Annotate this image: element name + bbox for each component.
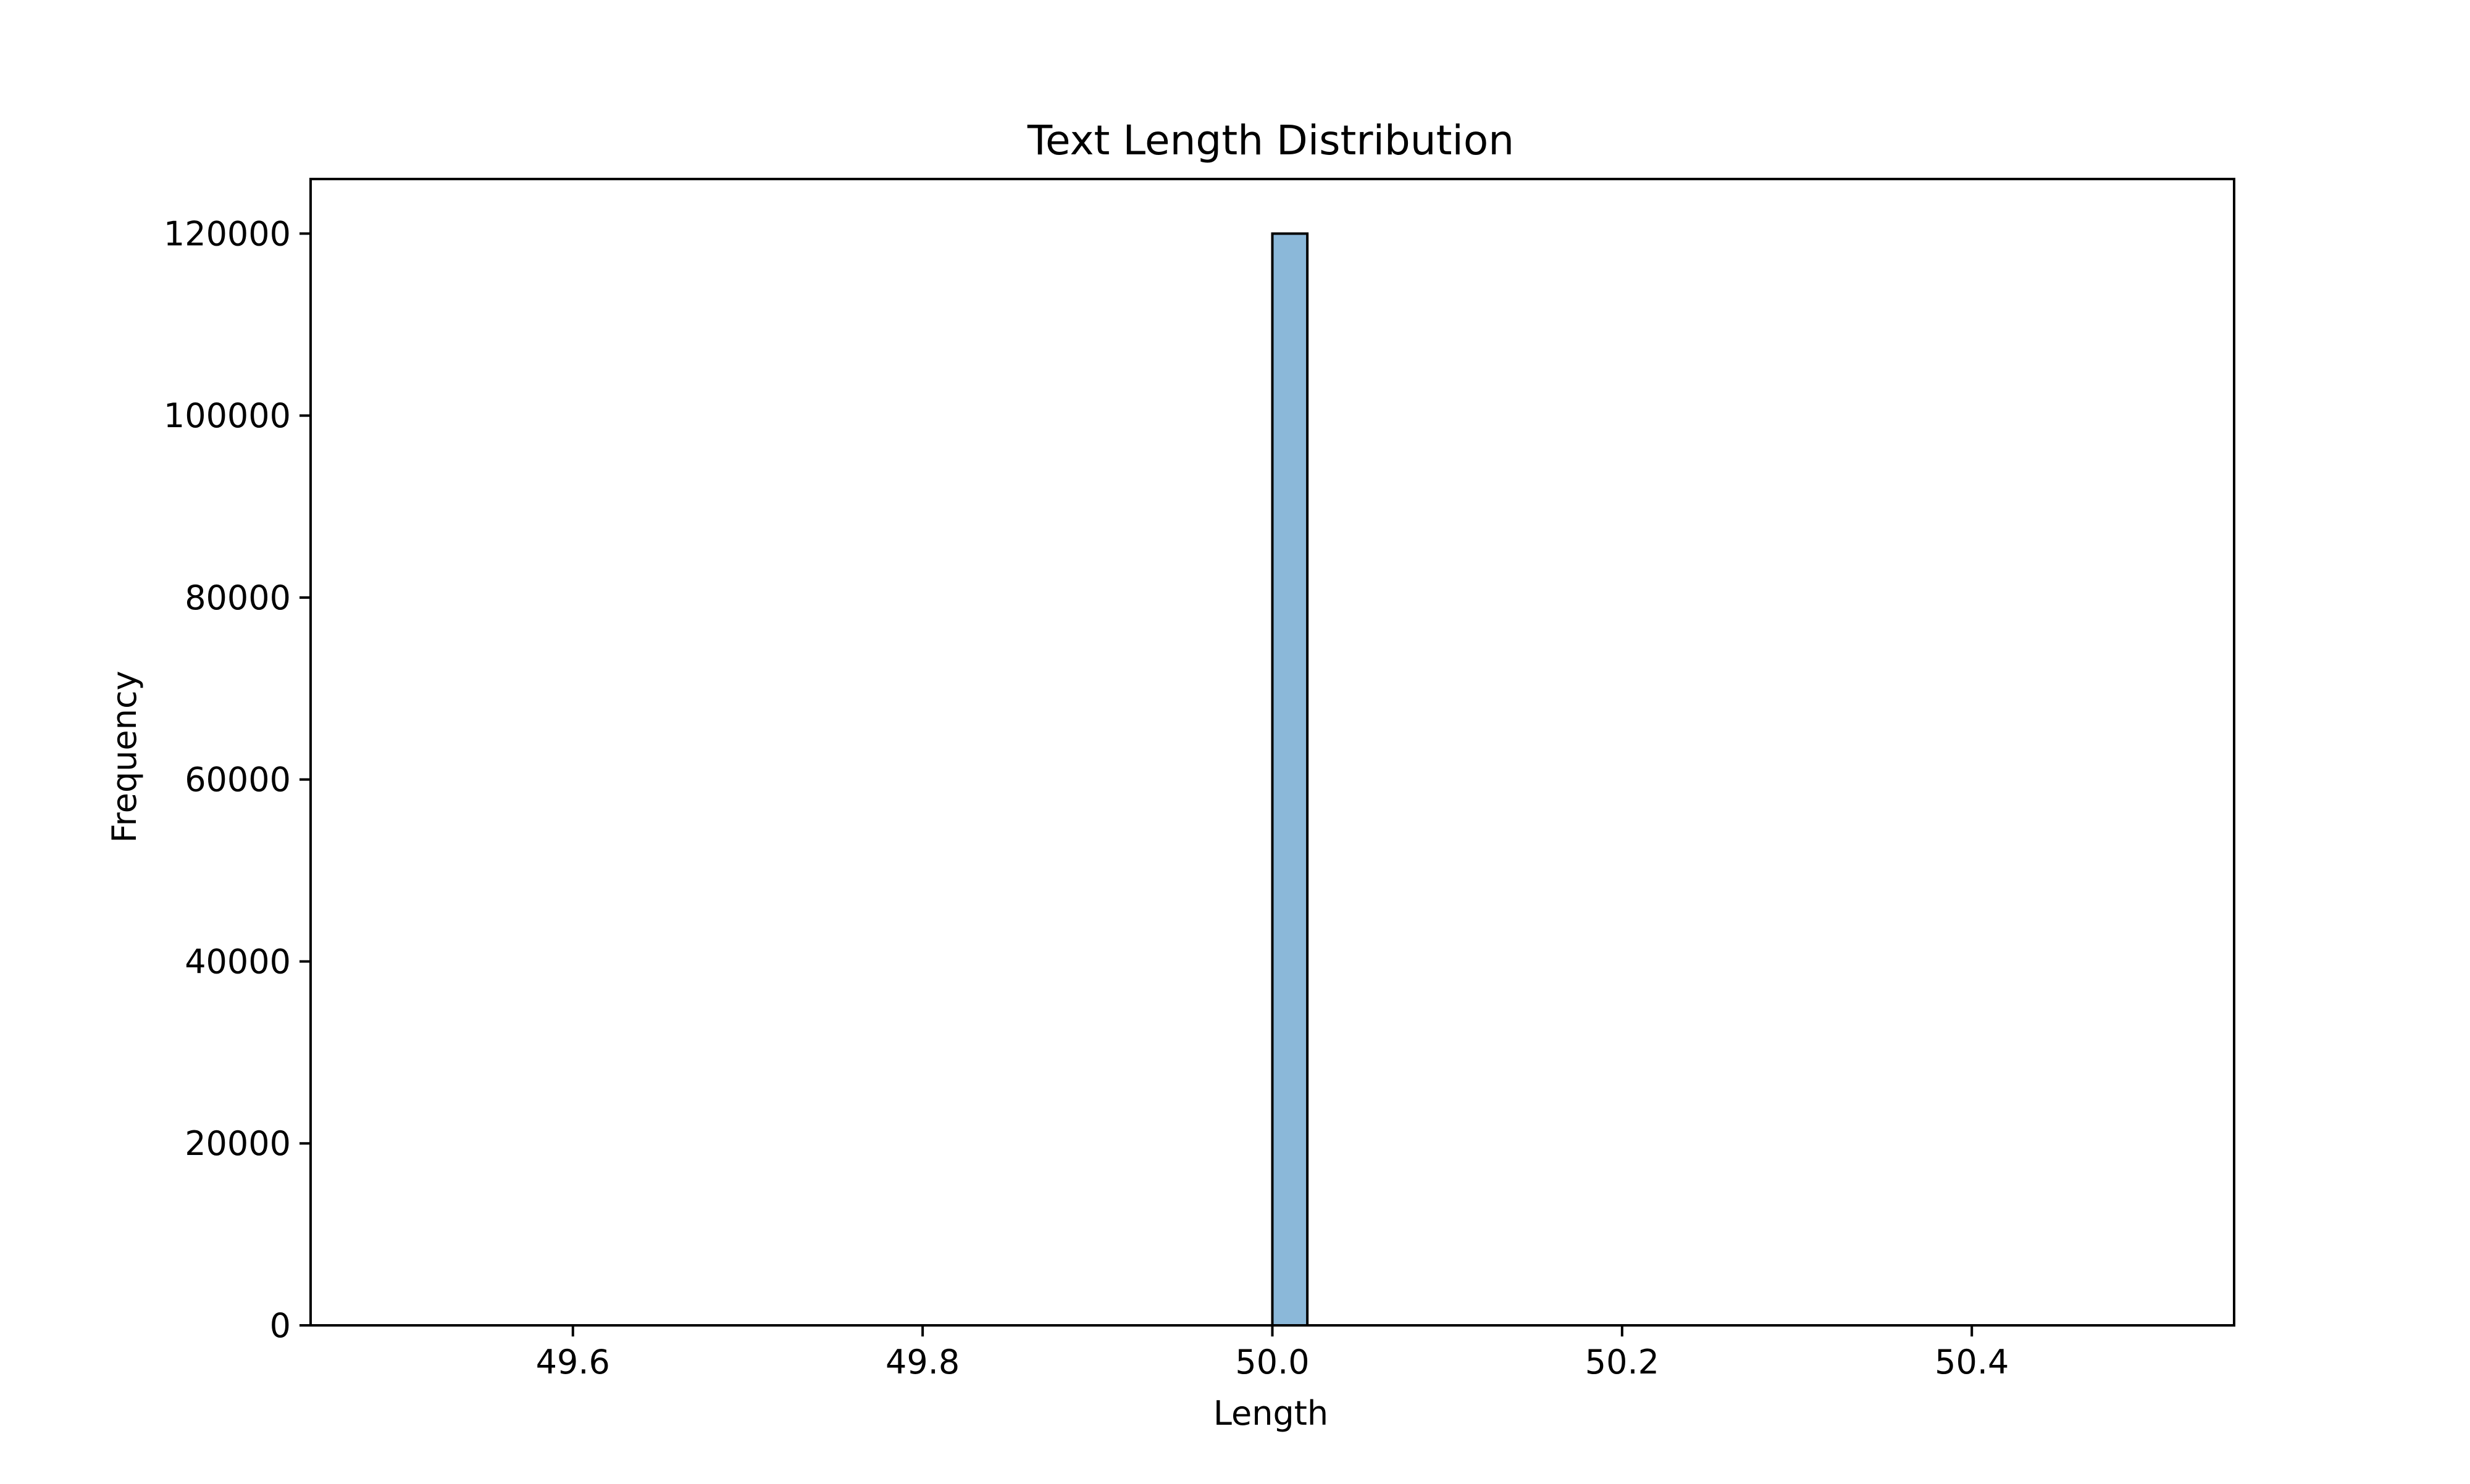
y-axis-label: Frequency [105, 671, 144, 843]
axes-frame [309, 178, 2235, 1327]
x-axis-ticks: 49.6 49.8 50.0 50.2 50.4 [536, 1325, 2009, 1382]
y-tick-label: 60000 [185, 761, 291, 799]
x-tick-label: 49.8 [885, 1343, 960, 1382]
y-tick-label: 0 [270, 1306, 291, 1345]
x-axis-label: Length [1213, 1394, 1328, 1433]
x-tick-label: 50.0 [1235, 1343, 1309, 1382]
x-tick-label: 50.2 [1585, 1343, 1659, 1382]
x-tick-label: 50.4 [1935, 1343, 2009, 1382]
y-axis-ticks: 0 20000 40000 60000 80000 100000 120000 [164, 214, 311, 1345]
histogram-bar [1271, 232, 1309, 1327]
x-tick-label: 49.6 [536, 1343, 610, 1382]
y-tick-label: 100000 [164, 396, 291, 435]
y-tick-label: 40000 [185, 942, 291, 981]
chart-title: Text Length Distribution [1027, 117, 1514, 164]
y-tick-label: 120000 [164, 214, 291, 253]
y-tick-label: 20000 [185, 1124, 291, 1163]
y-tick-label: 80000 [185, 578, 291, 617]
